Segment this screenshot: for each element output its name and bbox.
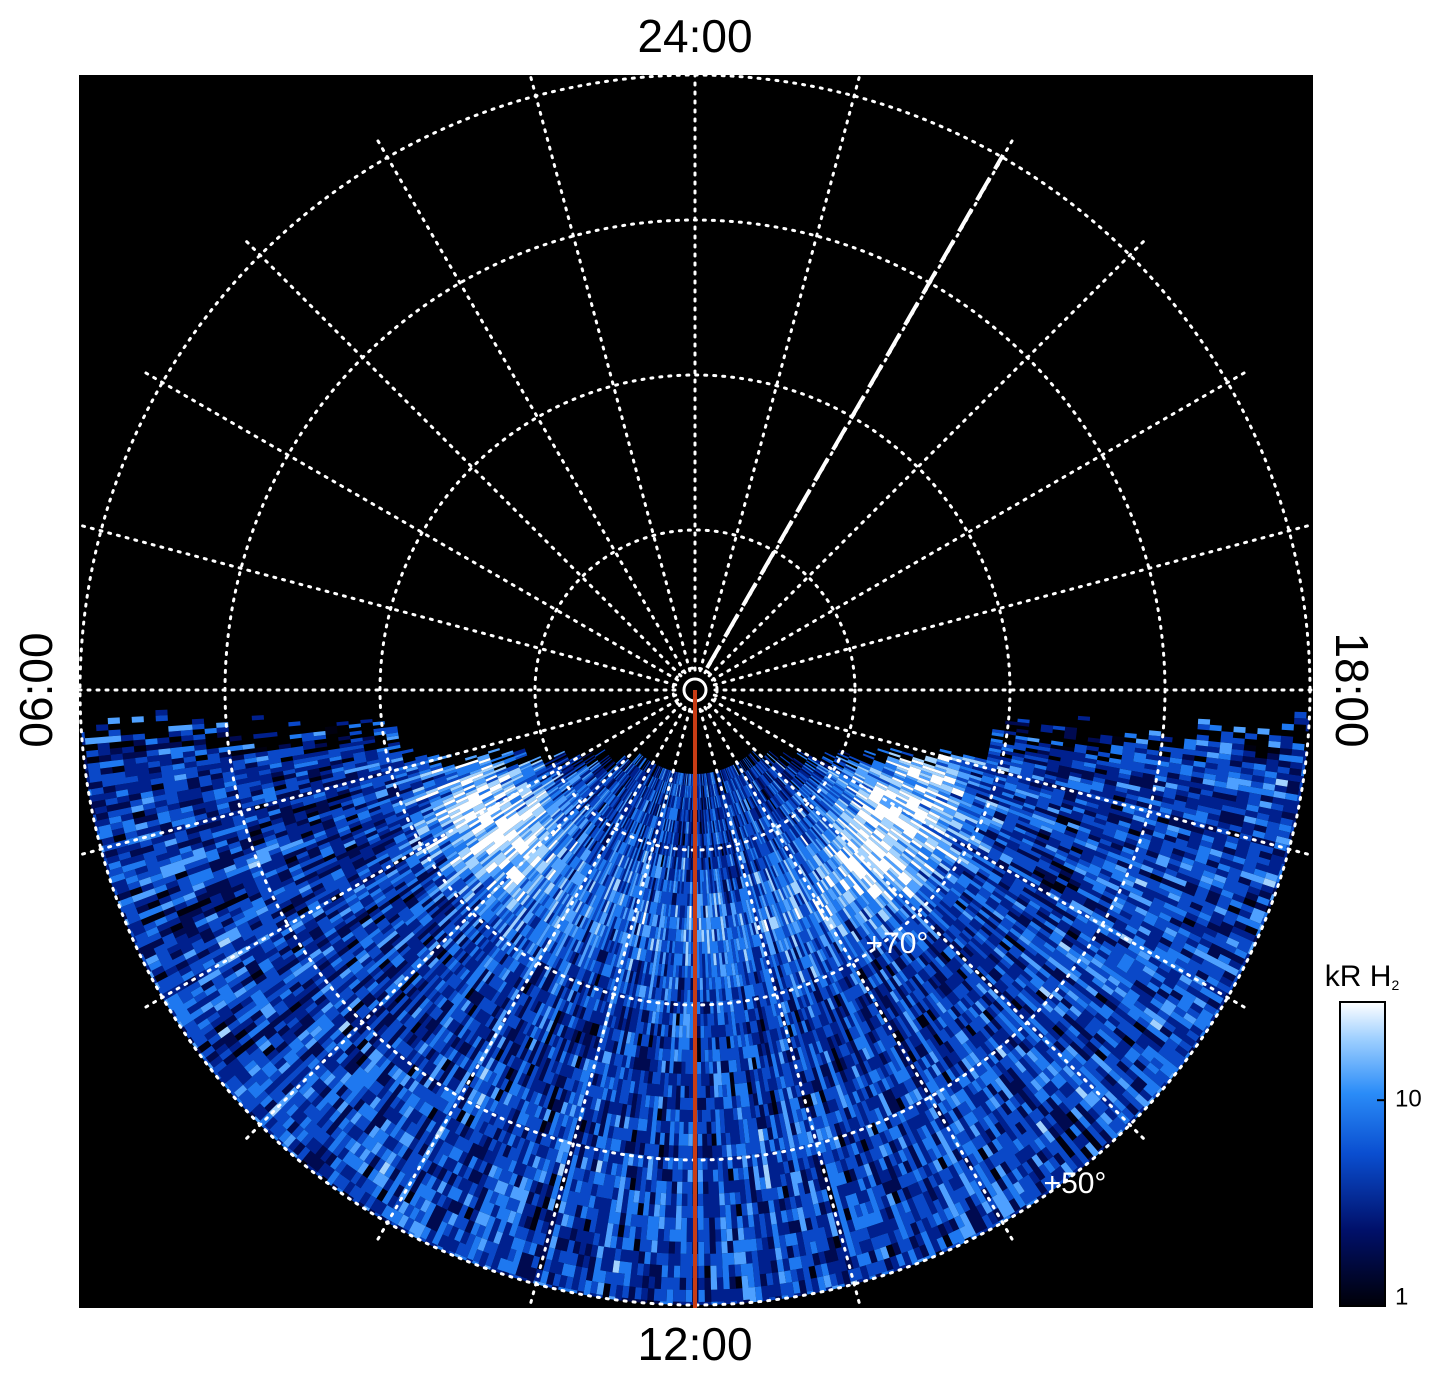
colorbar-label-sub: 2 <box>1391 977 1399 993</box>
colorbar-label-main: kR H <box>1325 960 1392 993</box>
emission-cells <box>80 720 1307 1305</box>
emission-cells <box>415 753 965 954</box>
emission-cells <box>80 709 1310 1305</box>
latitude-label: +70° <box>866 927 929 960</box>
colorbar-tick-label: 10 <box>1395 1086 1422 1113</box>
colorbar-tick-label: 1 <box>1395 1283 1408 1310</box>
pole-ring <box>671 666 719 714</box>
emission-cells <box>84 716 1301 1305</box>
time-label-right: 18:00 <box>1326 632 1378 747</box>
emission-cells <box>80 711 1310 1305</box>
colorbar-ticks: 1 10 <box>1377 1086 1422 1310</box>
dashed-meridian <box>705 154 1005 669</box>
colorbar <box>1339 1001 1386 1307</box>
polar-grid <box>79 75 1313 1308</box>
emission-cells <box>86 725 1281 1305</box>
time-label-top: 24:00 <box>637 10 752 62</box>
colorbar-label: kR H2 <box>1325 960 1400 993</box>
time-label-left: 06:00 <box>10 632 62 747</box>
latitude-label: +50° <box>1044 1167 1107 1200</box>
time-label-bottom: 12:00 <box>637 1318 752 1370</box>
